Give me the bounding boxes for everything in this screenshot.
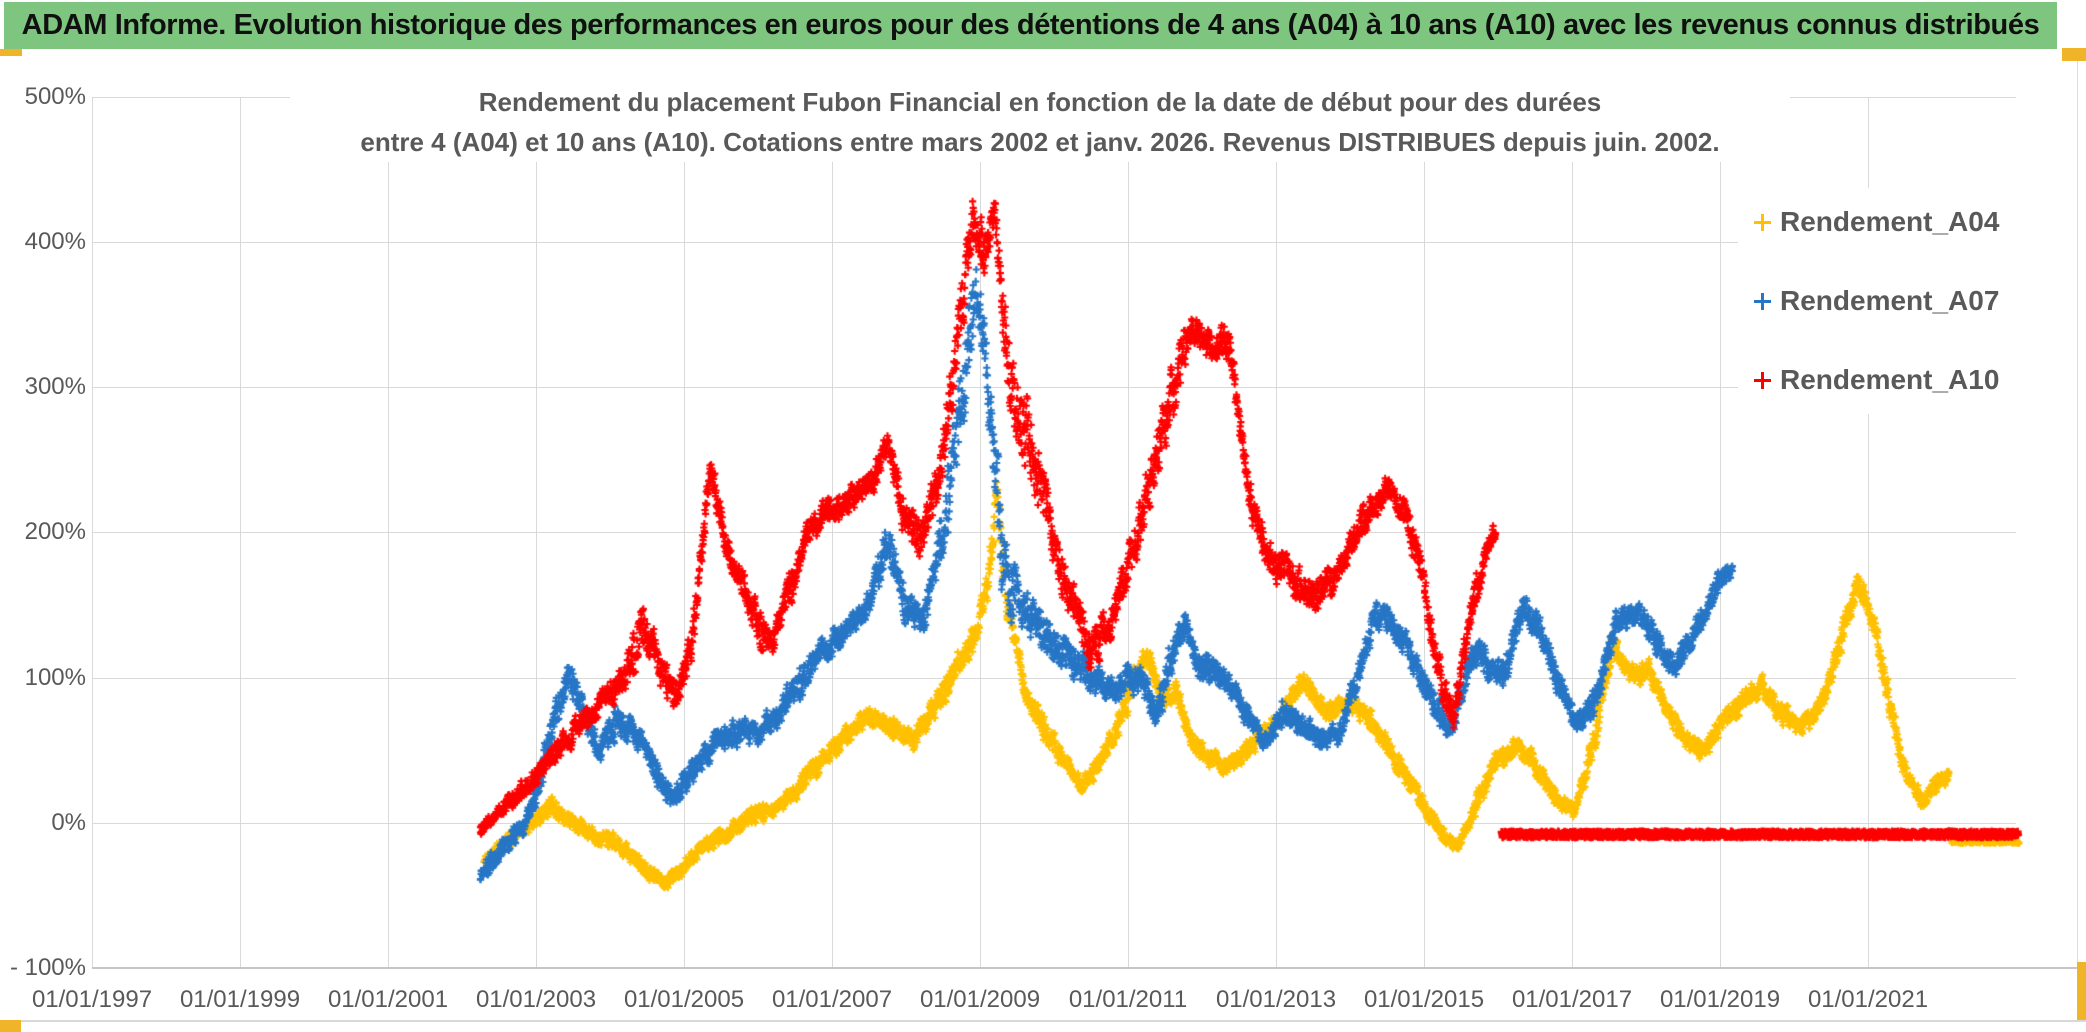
y-axis-label-100: 100% <box>24 664 86 691</box>
chart-title-line2: entre 4 (A04) et 10 ans (A10). Cotations… <box>360 127 1720 157</box>
x-axis-label-2013: 01/01/2013 <box>1215 986 1337 1013</box>
x-axis-label-2011: 01/01/2011 <box>1068 986 1188 1013</box>
y-axis-label-200: 200% <box>24 518 86 545</box>
chart-legend: Rendement_A04 Rendement_A07 Rendement_A1… <box>1738 188 2070 414</box>
x-axis-label-2005: 01/01/2005 <box>623 986 745 1013</box>
chart-title: Rendement du placement Fubon Financial e… <box>290 82 1790 162</box>
legend-label-a10: Rendement_A10 <box>1780 364 2000 395</box>
legend-label-a04: Rendement_A04 <box>1780 206 2000 237</box>
x-axis-label-2007: 01/01/2007 <box>771 986 893 1013</box>
gold-accent-top-left <box>0 49 22 56</box>
plus-marker-a10-icon <box>1754 372 1771 389</box>
legend-label-a07: Rendement_A07 <box>1780 285 2000 316</box>
x-axis-label-1997: 01/01/1997 <box>31 986 153 1013</box>
y-axis-label-0: 0% <box>51 809 86 836</box>
x-axis-label-2019: 01/01/2019 <box>1659 986 1781 1013</box>
y-axis-label-400: 400% <box>24 228 86 255</box>
x-axis-label-2003: 01/01/2003 <box>475 986 597 1013</box>
legend-item-rendement-a04[interactable]: Rendement_A04 <box>1738 206 2070 246</box>
y-axis-label-500: 500% <box>24 83 86 110</box>
x-axis-label-2009: 01/01/2009 <box>919 986 1041 1013</box>
gold-accent-top-right <box>2062 48 2086 61</box>
gold-accent-bottom-right <box>2077 962 2086 1020</box>
legend-item-rendement-a07[interactable]: Rendement_A07 <box>1738 285 2070 325</box>
x-axis-label-2015: 01/01/2015 <box>1363 986 1485 1013</box>
bottom-divider <box>0 1020 2086 1022</box>
plus-marker-a07-icon <box>1754 293 1771 310</box>
gold-accent-bottom-left <box>0 1020 21 1032</box>
x-axis-label-2001: 01/01/2001 <box>327 986 449 1013</box>
y-axis-label-neg100: - 100% <box>9 954 86 981</box>
x-axis-label-1999: 01/01/1999 <box>179 986 301 1013</box>
legend-item-rendement-a10[interactable]: Rendement_A10 <box>1738 364 2070 404</box>
header-banner: ADAM Informe. Evolution historique des p… <box>4 2 2057 49</box>
x-axis-label-2017: 01/01/2017 <box>1511 986 1633 1013</box>
y-axis-label-300: 300% <box>24 373 86 400</box>
chart-title-line1: Rendement du placement Fubon Financial e… <box>478 87 1602 117</box>
x-axis-label-2021: 01/01/2021 <box>1807 986 1929 1013</box>
plus-marker-a04-icon <box>1754 214 1771 231</box>
